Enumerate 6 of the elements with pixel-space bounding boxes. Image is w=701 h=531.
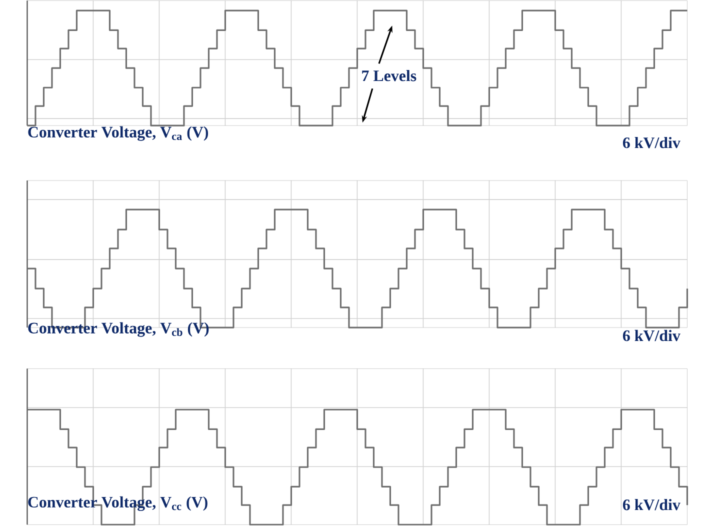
annotation: 6 kV/div [622, 498, 680, 510]
annotation: 7 Levels [362, 70, 416, 81]
text: 6 kV/div [622, 330, 680, 341]
text: 6 kV/div [622, 136, 680, 148]
text: Converter Voltage, V$_{ca}$ (V) [28, 126, 208, 141]
annotation: Converter Voltage, V$_{cb}$ (V) [28, 322, 209, 337]
